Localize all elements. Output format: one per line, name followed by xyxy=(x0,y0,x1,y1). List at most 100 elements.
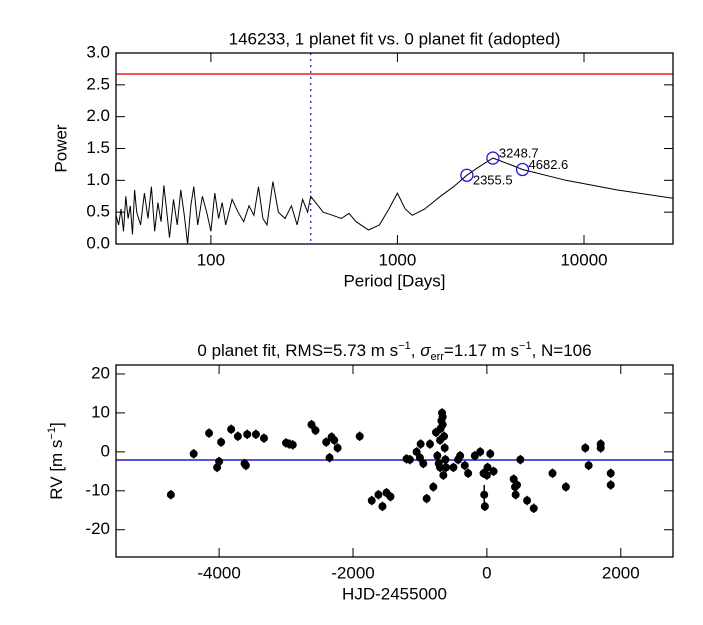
data-point xyxy=(367,496,376,505)
data-point xyxy=(581,443,590,452)
y-tick-label: 20 xyxy=(91,363,110,382)
data-point xyxy=(548,469,557,478)
data-point xyxy=(217,438,226,447)
data-point xyxy=(440,432,449,441)
data-point xyxy=(438,412,447,421)
data-point xyxy=(516,455,525,464)
data-point xyxy=(416,440,425,449)
data-point xyxy=(243,430,252,439)
data-point xyxy=(480,490,489,499)
peak-label: 3248.7 xyxy=(499,145,539,160)
y-tick-label: 2.0 xyxy=(86,106,110,125)
title-part: =1.17 m s xyxy=(444,341,519,360)
x-tick-label: -4000 xyxy=(197,563,240,582)
data-point xyxy=(584,461,593,470)
data-point xyxy=(333,443,342,452)
y-tick-label: -10 xyxy=(85,480,110,499)
label-part: ] xyxy=(47,422,66,427)
peak-label: 2355.5 xyxy=(473,173,513,188)
title-part: err xyxy=(430,351,444,363)
data-point xyxy=(227,425,236,434)
x-axis-label: HJD-2455000 xyxy=(342,584,447,603)
data-point xyxy=(483,463,492,472)
data-point xyxy=(374,490,383,499)
title-part: 0 planet fit, RMS=5.73 m s xyxy=(197,341,398,360)
data-point xyxy=(464,469,473,478)
data-point xyxy=(523,496,532,505)
data-point xyxy=(489,467,498,476)
label-part: RV [m s xyxy=(47,440,66,500)
data-point xyxy=(482,471,491,480)
data-point xyxy=(429,482,438,491)
data-point xyxy=(241,461,250,470)
data-point xyxy=(442,463,451,472)
data-point xyxy=(513,480,522,489)
data-point xyxy=(205,429,214,438)
data-point xyxy=(433,451,442,460)
power-line xyxy=(116,157,673,244)
data-point xyxy=(307,420,316,429)
data-point xyxy=(436,463,445,472)
y-tick-label: 0 xyxy=(101,441,110,460)
peak-marker xyxy=(486,151,500,165)
y-tick-label: 2.5 xyxy=(86,74,110,93)
plot-area xyxy=(116,53,673,244)
data-point xyxy=(606,480,615,489)
x-tick-label: -2000 xyxy=(331,563,374,582)
peak-marker xyxy=(460,168,474,182)
y-tick-label: 3.0 xyxy=(86,42,110,61)
data-point xyxy=(596,440,605,449)
chart-title: 146233, 1 planet fit vs. 0 planet fit (a… xyxy=(229,29,561,48)
data-point xyxy=(233,432,242,441)
data-point xyxy=(251,430,260,439)
data-point xyxy=(215,457,224,466)
data-point xyxy=(509,475,518,484)
data-point xyxy=(259,434,268,443)
y-tick-label: 1.0 xyxy=(86,170,110,189)
data-point xyxy=(441,455,450,464)
title-part: −1 xyxy=(519,340,532,352)
data-point xyxy=(422,494,431,503)
data-point xyxy=(412,447,421,456)
data-point xyxy=(322,438,331,447)
peak-label: 4682.6 xyxy=(529,157,569,172)
x-tick-label: 10000 xyxy=(560,250,607,269)
data-point xyxy=(486,449,495,458)
data-point xyxy=(166,490,175,499)
data-point xyxy=(511,490,520,499)
y-tick-label: 10 xyxy=(91,402,110,421)
y-tick-label: 1.5 xyxy=(86,138,110,157)
x-tick-label: 2000 xyxy=(602,563,640,582)
data-point xyxy=(355,432,364,441)
y-tick-label: -20 xyxy=(85,519,110,538)
data-point xyxy=(456,451,465,460)
x-tick-label: 1000 xyxy=(379,250,417,269)
title-part: −1 xyxy=(398,340,411,352)
x-tick-label: 100 xyxy=(197,250,225,269)
data-point xyxy=(606,469,615,478)
data-point xyxy=(415,453,424,462)
y-axis-label: RV [m s−1] xyxy=(46,422,67,499)
data-point xyxy=(425,440,434,449)
data-point xyxy=(378,502,387,511)
data-point xyxy=(561,482,570,491)
data-point xyxy=(386,492,395,501)
data-point xyxy=(460,461,469,470)
title-part: σ xyxy=(420,341,431,360)
title-part: , N=106 xyxy=(532,341,592,360)
data-point xyxy=(480,502,489,511)
data-point xyxy=(288,440,297,449)
title-part: , xyxy=(411,341,420,360)
label-part: −1 xyxy=(46,427,58,440)
data-point xyxy=(439,471,448,480)
data-point xyxy=(419,459,428,468)
x-tick-label: 0 xyxy=(482,563,491,582)
x-axis-label: Period [Days] xyxy=(343,271,445,290)
data-point xyxy=(311,426,320,435)
data-point xyxy=(438,420,447,429)
data-point xyxy=(189,449,198,458)
data-point xyxy=(476,447,485,456)
y-tick-label: 0.5 xyxy=(86,202,110,221)
y-tick-label: 0.0 xyxy=(86,233,110,252)
